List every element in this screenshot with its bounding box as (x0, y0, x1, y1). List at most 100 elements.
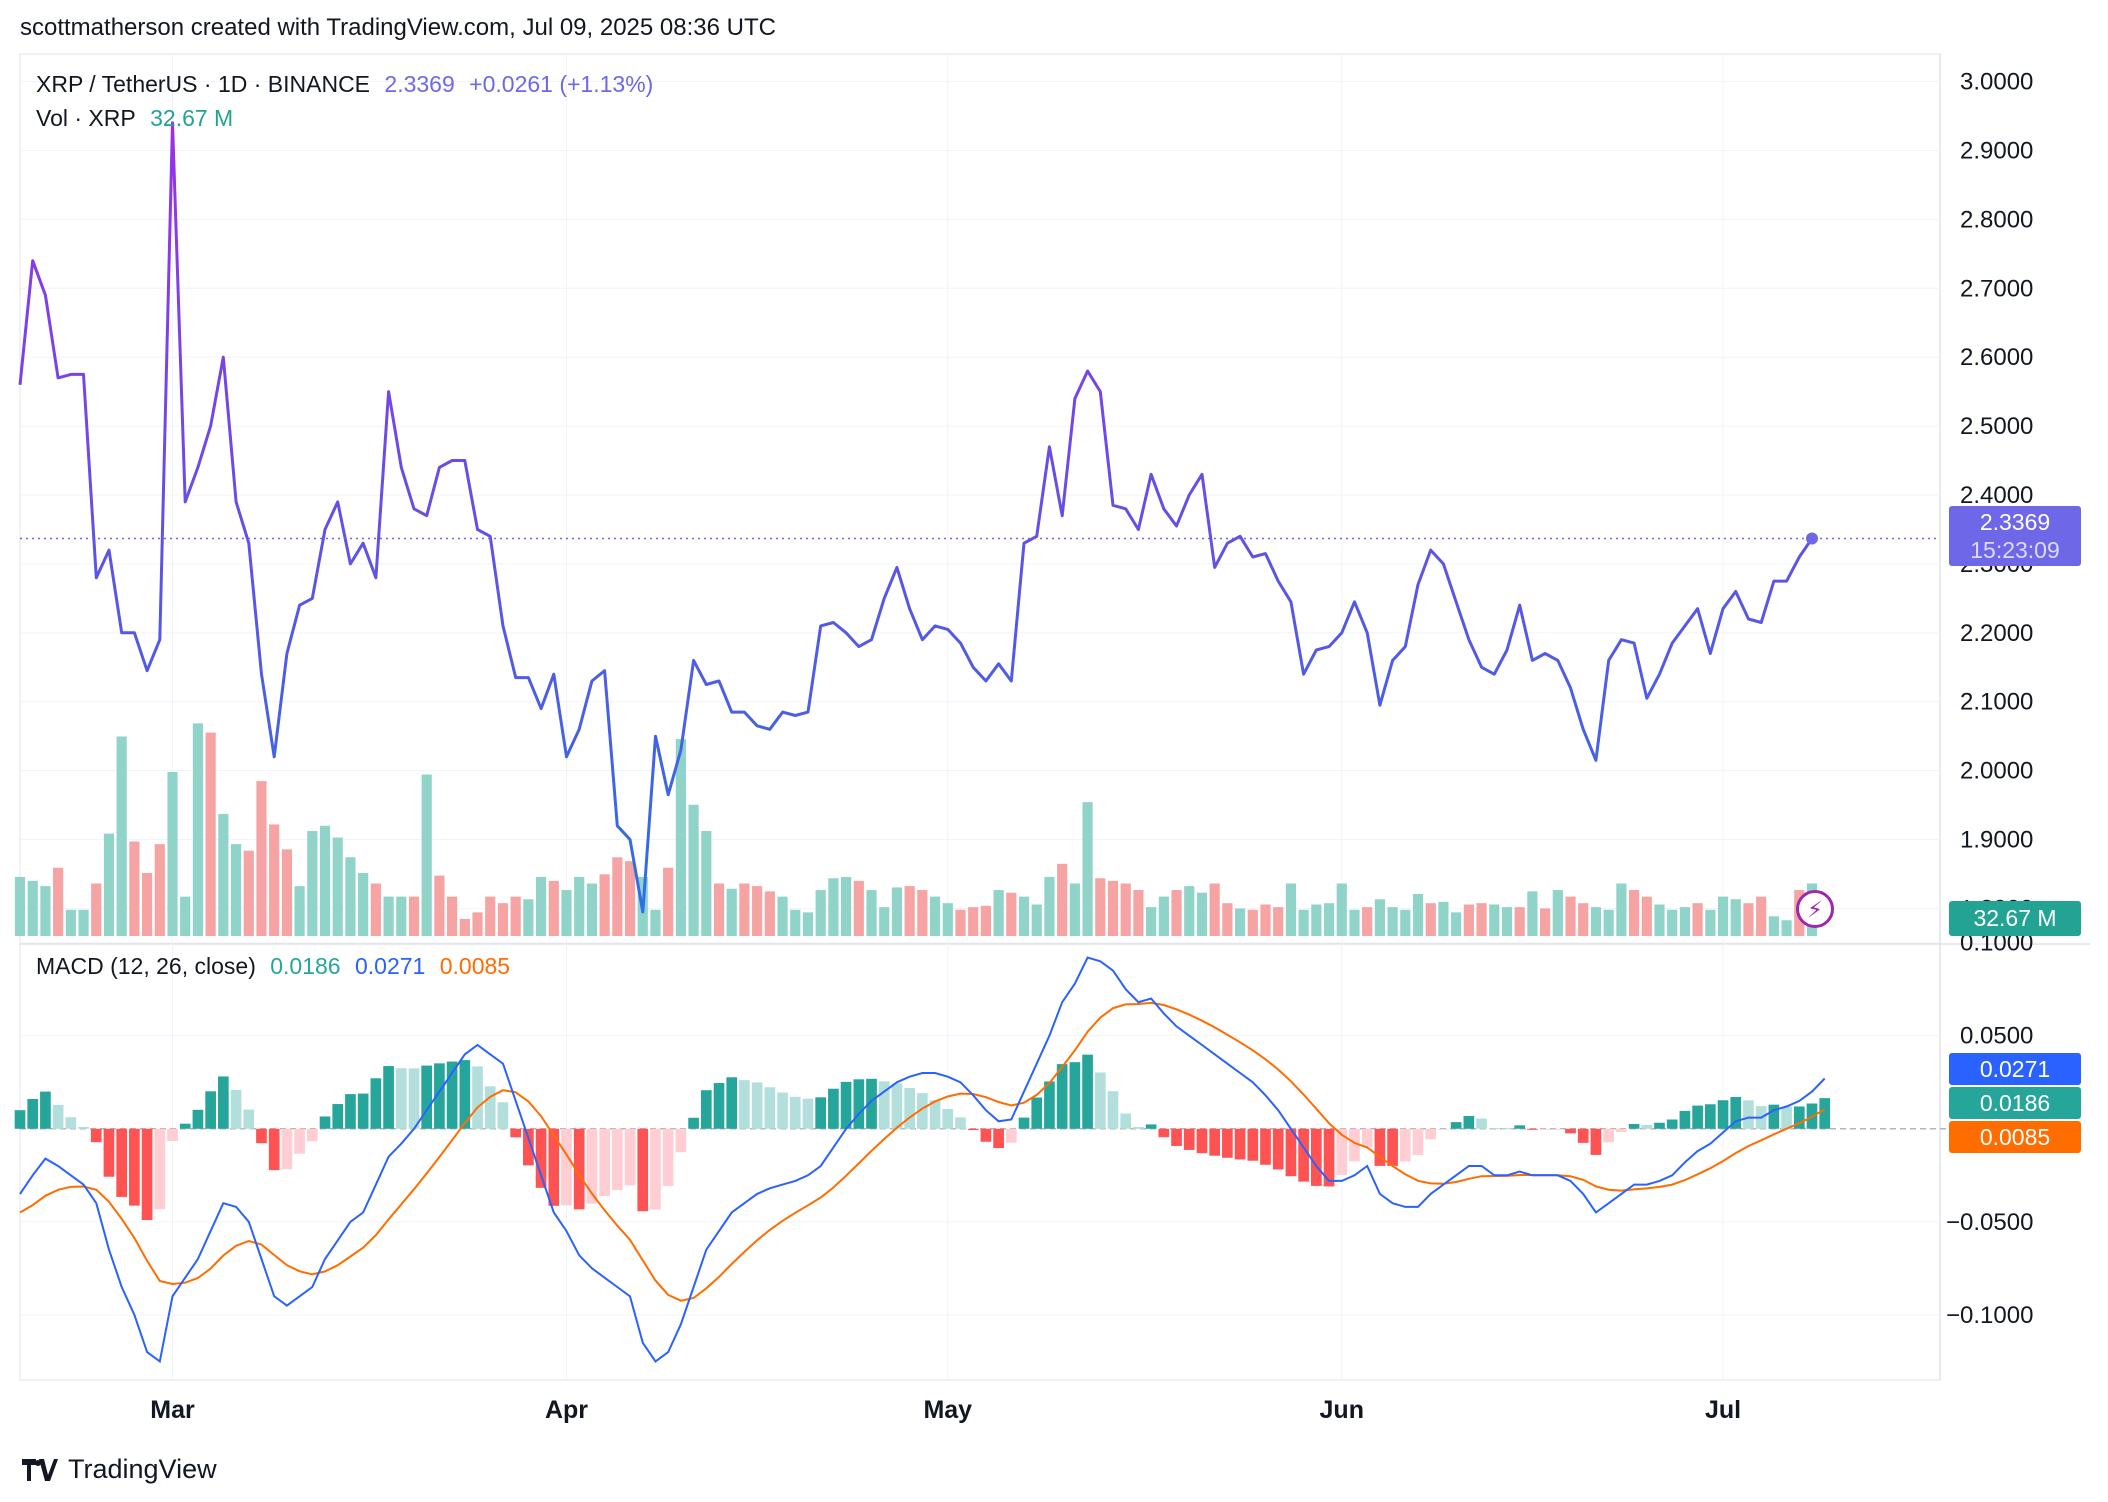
volume-legend: Vol · XRP 32.67 M (36, 105, 241, 132)
histogram-bar (1285, 1128, 1297, 1177)
volume-bar (1451, 912, 1462, 936)
volume-bar (523, 899, 534, 936)
histogram-bar (1069, 1062, 1081, 1129)
histogram-bar (1488, 1128, 1500, 1130)
histogram-bar (917, 1093, 928, 1129)
histogram-bar (395, 1068, 407, 1129)
histogram-bar (243, 1109, 255, 1129)
volume-bar (1095, 878, 1106, 936)
volume-bar (27, 880, 38, 936)
macd-legend: MACD (12, 26, close) 0.0186 0.0271 0.008… (36, 953, 518, 980)
volume-bar (434, 875, 445, 936)
tradingview-logo-icon (22, 1458, 58, 1481)
histogram-bar (90, 1128, 102, 1143)
histogram-bar (268, 1128, 280, 1171)
volume-bar (853, 880, 864, 936)
histogram-bar (421, 1065, 433, 1129)
volume-bar (408, 896, 420, 936)
volume-bar (142, 873, 153, 936)
time-tick-label: Jun (1320, 1396, 1364, 1424)
volume-bar (307, 831, 318, 936)
bolt-icon[interactable]: ⚡ (1796, 890, 1834, 928)
plot-frame (19, 53, 1941, 1381)
volume-bar (701, 831, 712, 936)
last-price-value: 2.3369 (1979, 509, 2051, 535)
histogram-bar (1222, 1128, 1233, 1158)
histogram-bar (1018, 1117, 1030, 1129)
histogram-bar (1145, 1124, 1157, 1129)
histogram-bar (116, 1128, 128, 1197)
price-tick-label: 2.6000 (1960, 344, 2033, 371)
histogram-bar (1260, 1128, 1271, 1165)
volume-bar (1730, 899, 1741, 936)
volume-bar (1743, 903, 1754, 936)
hist-badge: 0.0186 (1949, 1087, 2081, 1119)
histogram-bar (192, 1109, 204, 1129)
tradingview-logo[interactable]: TradingView (22, 1454, 217, 1485)
histogram-bar (1361, 1128, 1373, 1148)
histogram-bar (700, 1090, 712, 1129)
histogram-bar (1641, 1124, 1653, 1129)
price-tick-label: 2.7000 (1960, 275, 2033, 302)
histogram-bar (637, 1128, 649, 1212)
histogram-bar (955, 1117, 966, 1129)
histogram-bar (561, 1128, 572, 1206)
histogram-bar (1781, 1106, 1792, 1129)
histogram-bar (256, 1128, 267, 1144)
macd-label: MACD (12, 26, close) (36, 953, 256, 979)
volume-bar (1235, 908, 1246, 936)
volume-bar (1158, 896, 1169, 936)
histogram-bar (1577, 1128, 1589, 1143)
volume-bar (815, 890, 826, 936)
volume-bar (675, 739, 686, 936)
volume-bar (345, 857, 356, 936)
volume-bar (91, 883, 102, 936)
chart-caption: scottmatherson created with TradingView.… (20, 14, 776, 41)
volume-bar (167, 771, 178, 936)
volume-bar (904, 886, 915, 936)
volume-bar (1222, 903, 1233, 936)
volume-bar (1082, 802, 1093, 936)
volume-bar (1184, 886, 1195, 936)
volume-bar (1616, 883, 1627, 936)
volume-bar (1463, 904, 1474, 936)
volume-bar (383, 896, 394, 936)
histogram-bar (205, 1091, 216, 1129)
histogram-bar (357, 1093, 369, 1129)
macd-histogram (14, 1054, 2080, 1221)
volume-bar (929, 896, 941, 936)
volume-bar (1717, 896, 1729, 936)
histogram-bar (1743, 1100, 1754, 1129)
volume-bar (1489, 904, 1500, 936)
histogram-bar (383, 1066, 394, 1129)
volume-bar (1273, 907, 1284, 936)
volume-bar (1196, 892, 1208, 936)
histogram-bar (1349, 1128, 1360, 1162)
volume-bar (218, 813, 229, 936)
histogram-bar (497, 1102, 509, 1129)
volume-bar (1362, 907, 1373, 936)
histogram-bar (1056, 1064, 1068, 1129)
histogram-bar (1552, 1128, 1564, 1130)
histogram-bar (1450, 1122, 1462, 1129)
price-series-line (18, 121, 1814, 914)
volume-bar (726, 888, 737, 936)
volume-bar (1552, 890, 1563, 936)
volume-bar (841, 876, 852, 936)
volume-bar (421, 774, 432, 936)
histogram-bar (1374, 1128, 1386, 1166)
volume-bar (1044, 876, 1055, 936)
histogram-bar (1628, 1124, 1640, 1129)
histogram-bar (573, 1128, 585, 1210)
histogram-bar (154, 1128, 166, 1210)
signal-badge: 0.0085 (1949, 1121, 2081, 1153)
histogram-bar (1425, 1128, 1437, 1140)
volume-bar (752, 886, 763, 936)
price-tick-label: 2.5000 (1960, 413, 2033, 440)
histogram-bar (828, 1088, 839, 1129)
price-tick-label: 2.1000 (1960, 689, 2033, 716)
histogram-bar (688, 1117, 699, 1129)
volume-bar (1018, 896, 1030, 936)
histogram-bar (1399, 1128, 1411, 1162)
histogram-bar (14, 1110, 26, 1129)
